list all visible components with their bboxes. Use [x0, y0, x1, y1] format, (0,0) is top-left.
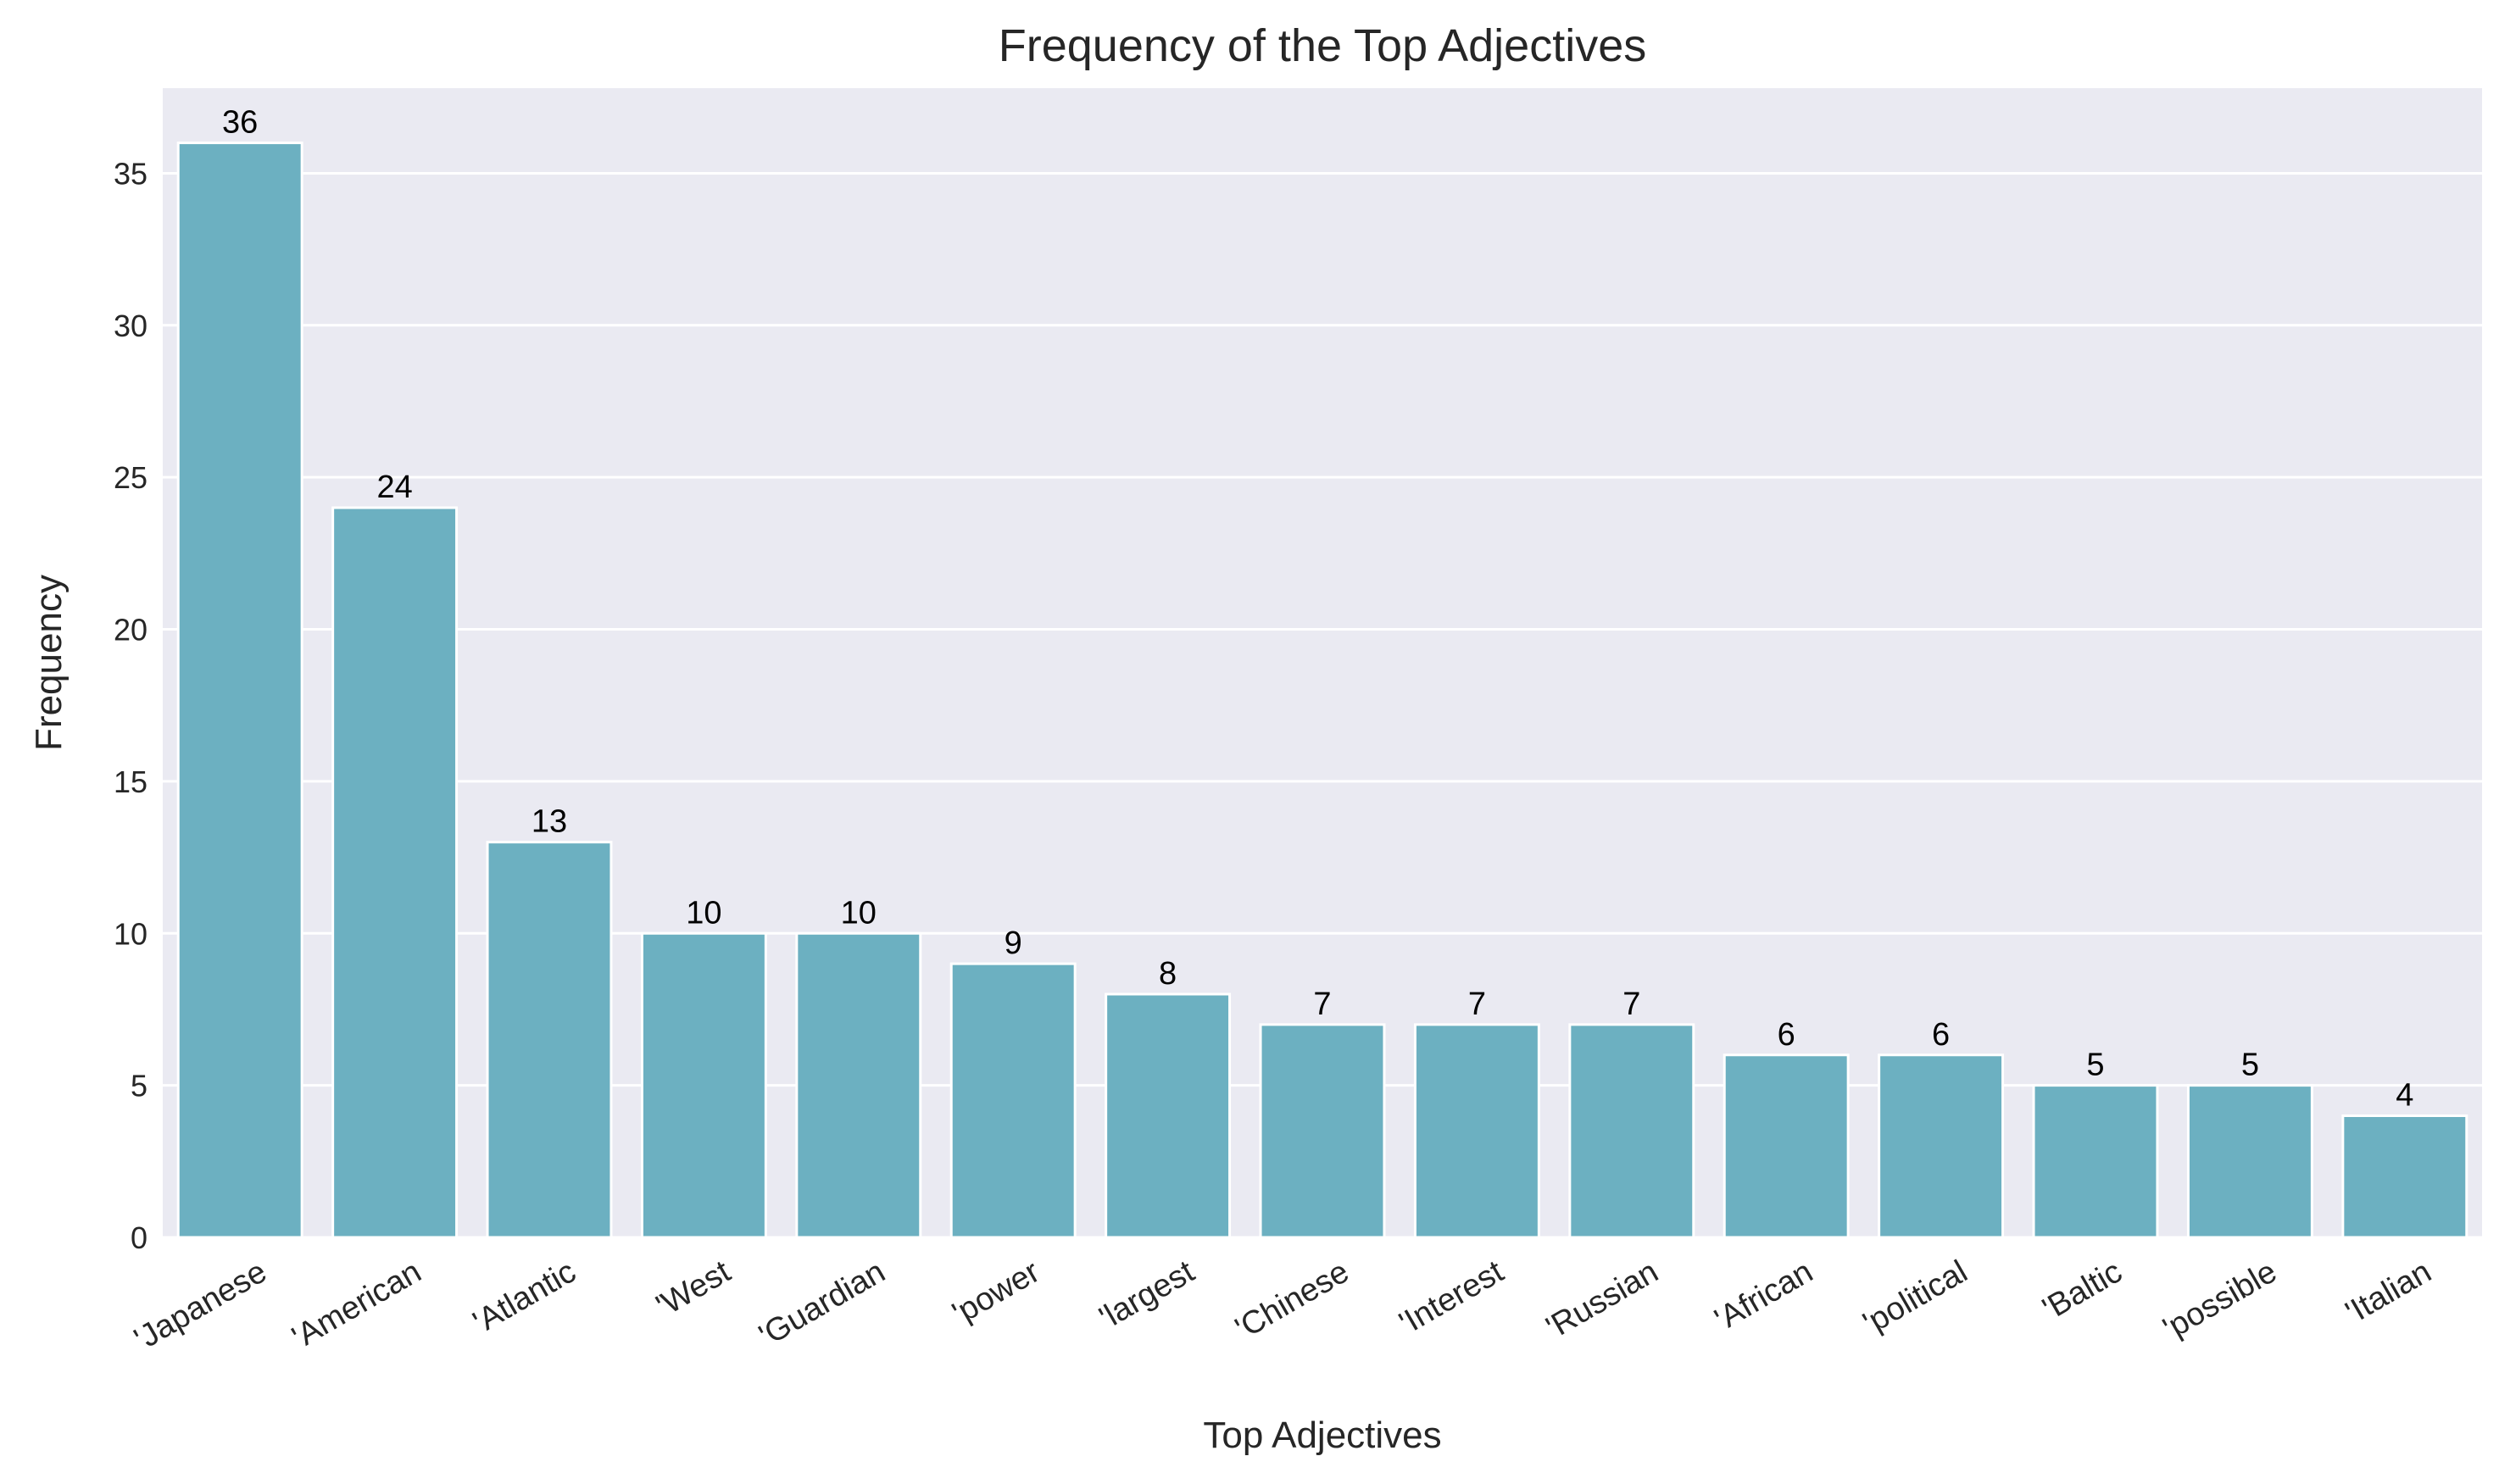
data-label: 10 [686, 895, 721, 931]
x-tick-label: 'Guardian [754, 1253, 892, 1353]
y-tick-label: 30 [114, 308, 147, 343]
y-axis-label: Frequency [28, 575, 70, 751]
bar [1259, 1023, 1386, 1239]
bar [2341, 1114, 2468, 1239]
data-label: 13 [532, 804, 567, 840]
bar [795, 931, 922, 1239]
bar [176, 142, 303, 1239]
x-tick-label: 'West [650, 1253, 737, 1324]
bar [2186, 1084, 2313, 1239]
bar [331, 506, 459, 1239]
y-tick-label: 25 [114, 460, 147, 495]
x-tick-label: 'Italian [2340, 1253, 2437, 1331]
data-label: 7 [1313, 987, 1331, 1022]
x-tick-label: 'Japanese [129, 1253, 273, 1357]
bar [949, 962, 1077, 1239]
bar [2032, 1084, 2159, 1239]
data-labels: 36 24 13 10 10 9 8 7 7 7 6 6 5 5 4 [222, 105, 2413, 1114]
data-label: 10 [841, 895, 877, 931]
data-label: 6 [1778, 1017, 1795, 1053]
chart-title: Frequency of the Top Adjectives [999, 20, 1646, 71]
x-tick-label: 'possible [2157, 1253, 2283, 1347]
x-axis-ticks: 'Japanese 'American 'Atlantic 'West 'Guardia… [129, 1253, 2438, 1358]
data-label: 4 [2396, 1078, 2413, 1114]
x-tick-label: 'largest [1094, 1253, 1200, 1336]
data-label: 5 [2241, 1048, 2259, 1083]
x-axis-label: Top Adjectives [1203, 1415, 1441, 1456]
bars [176, 142, 2468, 1239]
bar [640, 931, 767, 1239]
data-label: 6 [1932, 1017, 1950, 1053]
bar [1568, 1023, 1695, 1239]
data-label: 5 [2086, 1048, 2104, 1083]
y-tick-label: 20 [114, 613, 147, 648]
data-label: 7 [1468, 987, 1486, 1022]
bar [1878, 1053, 2005, 1239]
data-label: 8 [1159, 956, 1177, 992]
x-tick-label: 'political [1857, 1253, 1973, 1341]
data-label: 9 [1005, 925, 1022, 961]
y-tick-label: 35 [114, 156, 147, 191]
x-tick-label: 'Baltic [2037, 1253, 2129, 1326]
bar [1413, 1023, 1540, 1239]
x-tick-label: 'Russian [1540, 1253, 1664, 1346]
bar [1105, 992, 1232, 1239]
x-tick-label: 'power [947, 1253, 1046, 1331]
bar [486, 841, 613, 1239]
y-tick-label: 10 [114, 916, 147, 951]
x-tick-label: 'Chinese [1229, 1253, 1355, 1347]
x-tick-label: 'African [1709, 1253, 1819, 1337]
x-tick-label: 'Interest [1394, 1253, 1510, 1342]
y-tick-label: 5 [131, 1069, 147, 1103]
data-label: 7 [1622, 987, 1640, 1022]
y-axis-ticks: 0 5 10 15 20 25 30 35 [114, 156, 147, 1255]
data-label: 24 [376, 470, 412, 505]
y-tick-label: 15 [114, 764, 147, 799]
x-tick-label: 'American [287, 1253, 427, 1355]
y-tick-label: 0 [131, 1220, 147, 1255]
bar [1723, 1053, 1850, 1239]
data-label: 36 [222, 105, 258, 141]
x-tick-label: 'Atlantic [467, 1253, 582, 1340]
